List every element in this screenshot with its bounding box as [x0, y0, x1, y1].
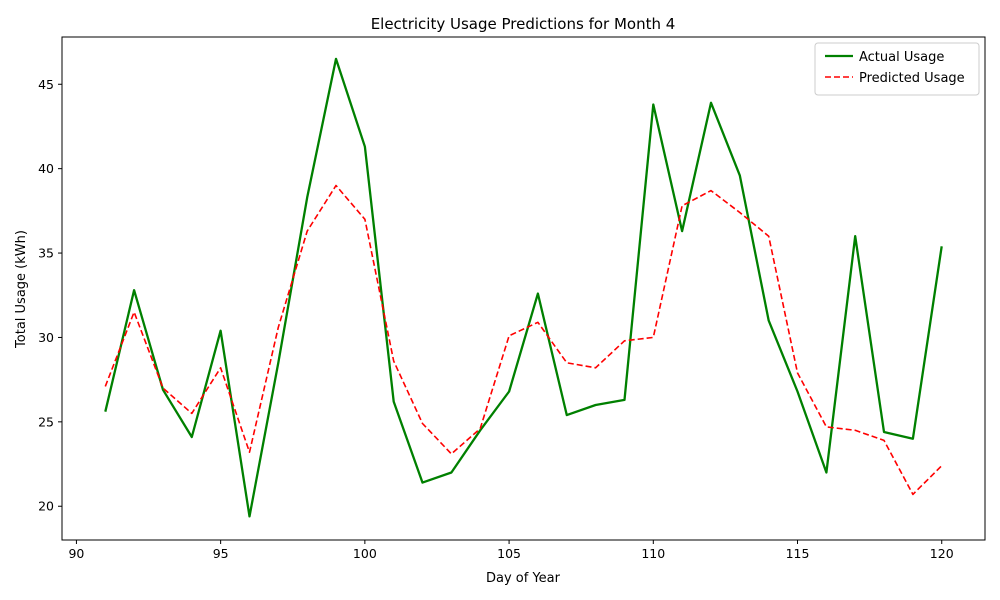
legend-box: [814, 42, 980, 96]
series-layer: [104, 57, 943, 518]
legend-label-predicted-usage: Predicted Usage: [859, 71, 965, 86]
y-tick-label: 25: [38, 414, 54, 429]
x-tick-label: 95: [213, 546, 229, 561]
x-tick-label: 90: [68, 546, 84, 561]
series-line-predicted-usage: [104, 184, 943, 496]
x-tick-label: 110: [641, 546, 665, 561]
x-tick-label: 100: [353, 546, 377, 561]
y-tick-label: 35: [38, 246, 54, 261]
legend-label-actual-usage: Actual Usage: [859, 50, 944, 65]
y-axis-label: Total Usage (kWh): [14, 230, 29, 349]
y-tick-label: 20: [38, 499, 54, 514]
x-axis-label: Day of Year: [486, 571, 561, 586]
series-line-actual-usage: [104, 57, 943, 518]
x-tick-label: 105: [497, 546, 521, 561]
legend: Actual Usage Predicted Usage: [814, 42, 980, 96]
x-axis-ticks: 90 95 100 105 110 115 120: [68, 540, 954, 561]
x-tick-label: 120: [930, 546, 954, 561]
y-tick-label: 30: [38, 330, 54, 345]
plot-area-frame: [61, 36, 986, 541]
y-tick-label: 40: [38, 161, 54, 176]
chart-title: Electricity Usage Predictions for Month …: [371, 15, 676, 33]
y-axis-ticks: 20 25 30 35 40 45: [38, 77, 62, 514]
y-tick-label: 45: [38, 77, 54, 92]
x-tick-label: 115: [786, 546, 810, 561]
